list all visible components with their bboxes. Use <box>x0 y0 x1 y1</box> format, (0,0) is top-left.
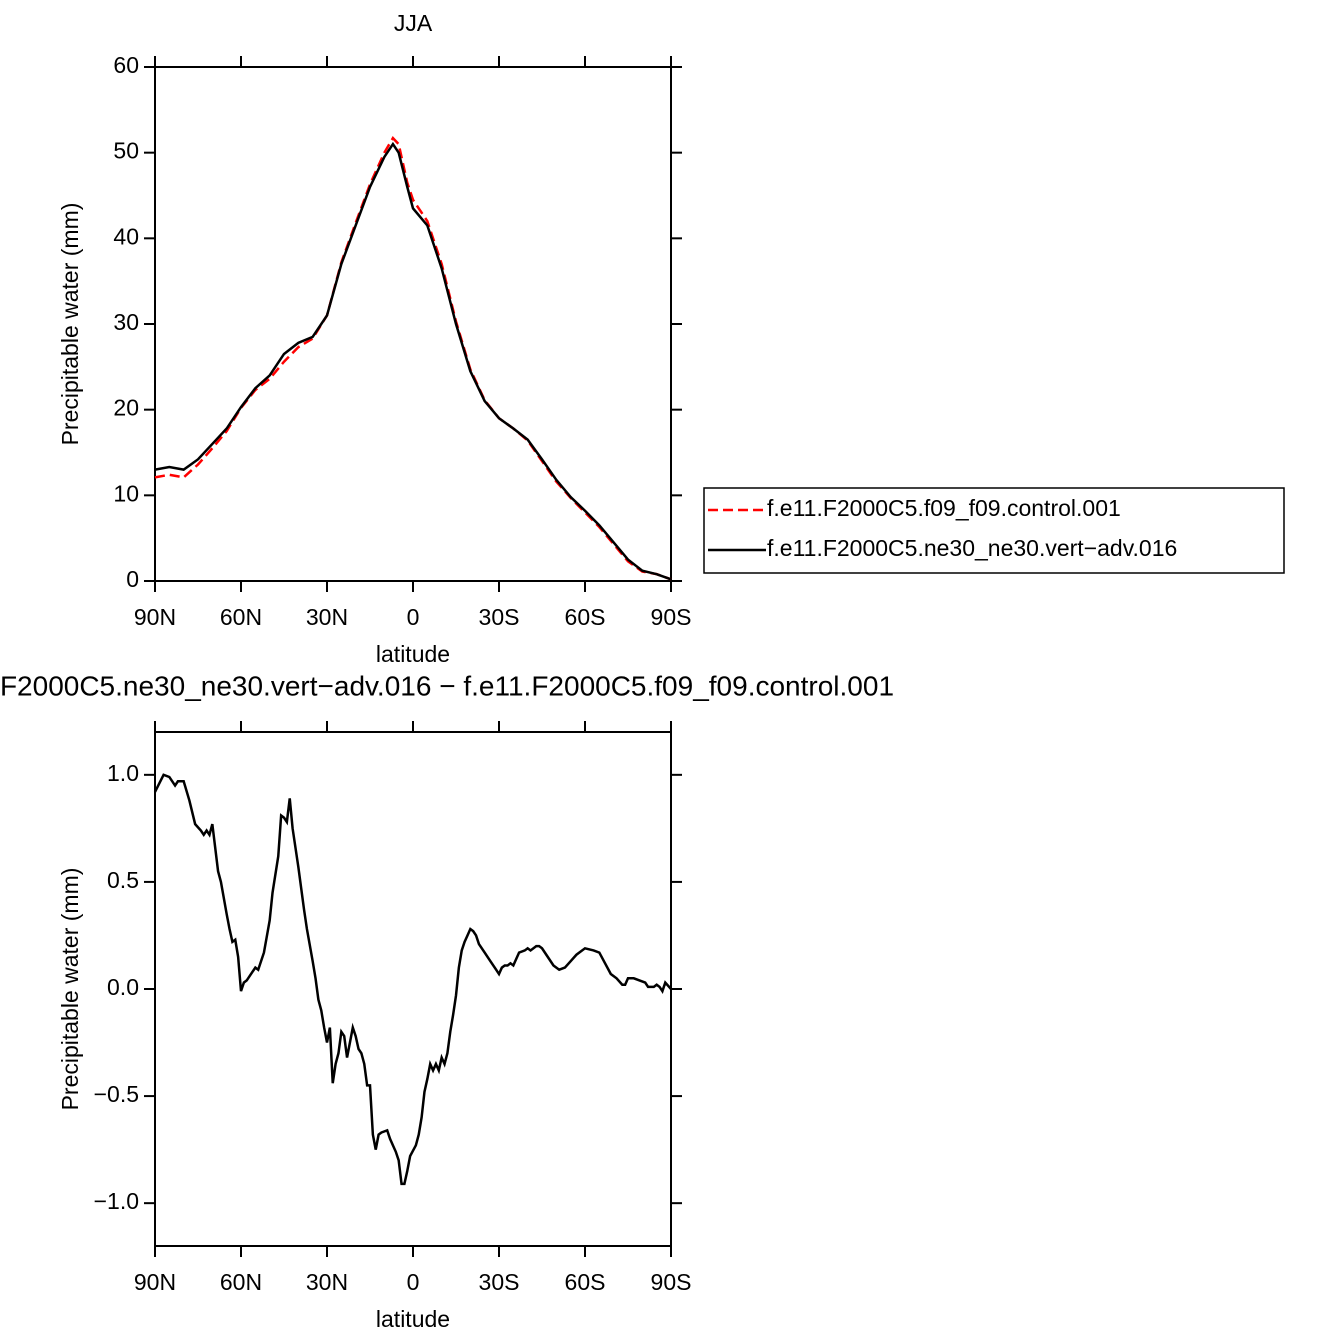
plot-frame <box>154 66 672 582</box>
y-tick-label: −0.5 <box>94 1081 139 1107</box>
y-tick-label: 40 <box>113 223 139 249</box>
y-tick-label: 20 <box>113 395 139 421</box>
x-tick-label: 90N <box>134 604 176 630</box>
x-tick-label: 30S <box>479 1269 520 1295</box>
y-axis-label: Precipitable water (mm) <box>57 203 83 446</box>
x-tick-label: 90S <box>651 1269 692 1295</box>
legend-label: f.e11.F2000C5.ne30_ne30.vert−adv.016 <box>767 535 1177 561</box>
x-tick-label: 60S <box>565 604 606 630</box>
y-tick-label: 60 <box>113 52 139 78</box>
y-axis-label: Precipitable water (mm) <box>57 868 83 1111</box>
y-tick-label: 30 <box>113 309 139 335</box>
x-tick-label: 90S <box>651 604 692 630</box>
data-line <box>154 141 672 581</box>
y-tick-label: 1.0 <box>107 760 139 786</box>
legend-box <box>703 487 1285 574</box>
chart-title: JJA <box>394 10 433 36</box>
x-axis-label: latitude <box>376 641 450 667</box>
x-tick-label: 60N <box>220 604 262 630</box>
x-tick-label: 0 <box>407 1269 420 1295</box>
y-tick-label: 10 <box>113 480 139 506</box>
x-tick-label: 30N <box>306 1269 348 1295</box>
y-tick-label: 0 <box>126 566 139 592</box>
x-tick-label: 0 <box>407 604 420 630</box>
y-tick-label: 0.0 <box>107 974 139 1000</box>
y-tick-label: 0.5 <box>107 867 139 893</box>
plot-frame <box>154 731 672 1247</box>
y-tick-label: 50 <box>113 138 139 164</box>
x-tick-label: 90N <box>134 1269 176 1295</box>
x-tick-label: 30S <box>479 604 520 630</box>
y-tick-label: −1.0 <box>94 1188 139 1214</box>
chart-title: f.e11.F2000C5.ne30_ne30.vert−adv.016 − f… <box>0 670 894 701</box>
legend-label: f.e11.F2000C5.f09_f09.control.001 <box>767 495 1121 521</box>
x-axis-label: latitude <box>376 1306 450 1332</box>
x-tick-label: 60N <box>220 1269 262 1295</box>
x-tick-label: 60S <box>565 1269 606 1295</box>
data-line <box>153 773 672 1186</box>
x-tick-label: 30N <box>306 604 348 630</box>
